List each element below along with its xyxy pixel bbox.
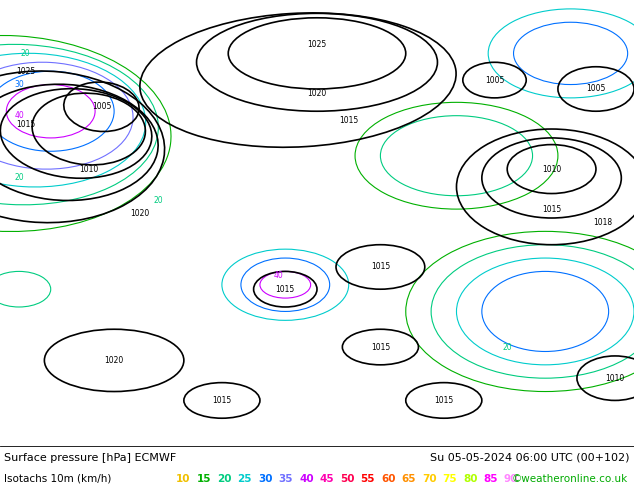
Text: 25: 25 (238, 474, 252, 484)
Text: Su 05-05-2024 06:00 UTC (00+102): Su 05-05-2024 06:00 UTC (00+102) (430, 453, 630, 463)
Text: 1020: 1020 (307, 89, 327, 98)
Text: ©weatheronline.co.uk: ©weatheronline.co.uk (512, 474, 628, 484)
Text: 1010: 1010 (605, 374, 624, 383)
Text: 1020: 1020 (130, 209, 149, 218)
Text: Surface pressure [hPa] ECMWF: Surface pressure [hPa] ECMWF (4, 453, 176, 463)
Text: 55: 55 (361, 474, 375, 484)
Text: 1010: 1010 (79, 165, 98, 173)
Text: 40: 40 (274, 271, 284, 280)
Text: 30: 30 (14, 80, 24, 89)
Text: 10: 10 (176, 474, 190, 484)
Text: 1015: 1015 (371, 343, 390, 351)
Text: 85: 85 (484, 474, 498, 484)
Text: 35: 35 (278, 474, 293, 484)
Text: 1018: 1018 (593, 218, 612, 227)
Text: 20: 20 (153, 196, 164, 205)
Text: 1015: 1015 (542, 205, 561, 214)
Text: 15: 15 (197, 474, 211, 484)
Text: 1005: 1005 (586, 84, 605, 94)
Text: 65: 65 (401, 474, 416, 484)
Text: 1015: 1015 (212, 396, 231, 405)
Text: 1025: 1025 (307, 40, 327, 49)
Text: 1025: 1025 (16, 67, 35, 75)
Text: 20: 20 (502, 343, 512, 351)
Text: 20: 20 (217, 474, 231, 484)
Text: 45: 45 (320, 474, 334, 484)
Text: 50: 50 (340, 474, 354, 484)
Text: 1015: 1015 (434, 396, 453, 405)
Text: 70: 70 (422, 474, 437, 484)
Text: 1015: 1015 (16, 120, 35, 129)
Text: Isotachs 10m (km/h): Isotachs 10m (km/h) (4, 474, 118, 484)
Text: 20: 20 (20, 49, 30, 58)
Text: 75: 75 (443, 474, 457, 484)
Text: 1010: 1010 (542, 165, 561, 173)
Text: 1005: 1005 (92, 102, 111, 111)
Text: 80: 80 (463, 474, 477, 484)
Text: 90: 90 (504, 474, 519, 484)
Text: 1020: 1020 (105, 356, 124, 365)
Text: 30: 30 (258, 474, 273, 484)
Text: 20: 20 (14, 173, 24, 182)
Text: 1005: 1005 (485, 75, 504, 85)
Text: 40: 40 (14, 111, 24, 120)
Text: 40: 40 (299, 474, 314, 484)
Text: 1015: 1015 (339, 116, 358, 124)
Text: 1015: 1015 (371, 263, 390, 271)
Text: 1015: 1015 (276, 285, 295, 294)
Text: 60: 60 (381, 474, 396, 484)
